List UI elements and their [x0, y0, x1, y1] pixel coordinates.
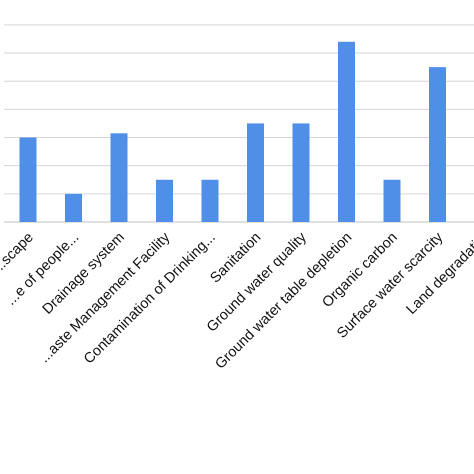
bar [156, 179, 173, 222]
bar [247, 123, 264, 222]
bar [292, 123, 310, 222]
x-axis-labels: ...scape...e of people...Drainage system… [0, 229, 474, 373]
bar [429, 67, 446, 223]
bar [338, 41, 355, 222]
bar [19, 137, 37, 222]
x-tick-label: Drainage system [40, 230, 128, 318]
bar [383, 179, 401, 222]
bar [110, 133, 128, 222]
bar [65, 193, 82, 222]
bar [201, 179, 219, 222]
bars [19, 41, 446, 223]
gridlines [4, 24, 474, 223]
